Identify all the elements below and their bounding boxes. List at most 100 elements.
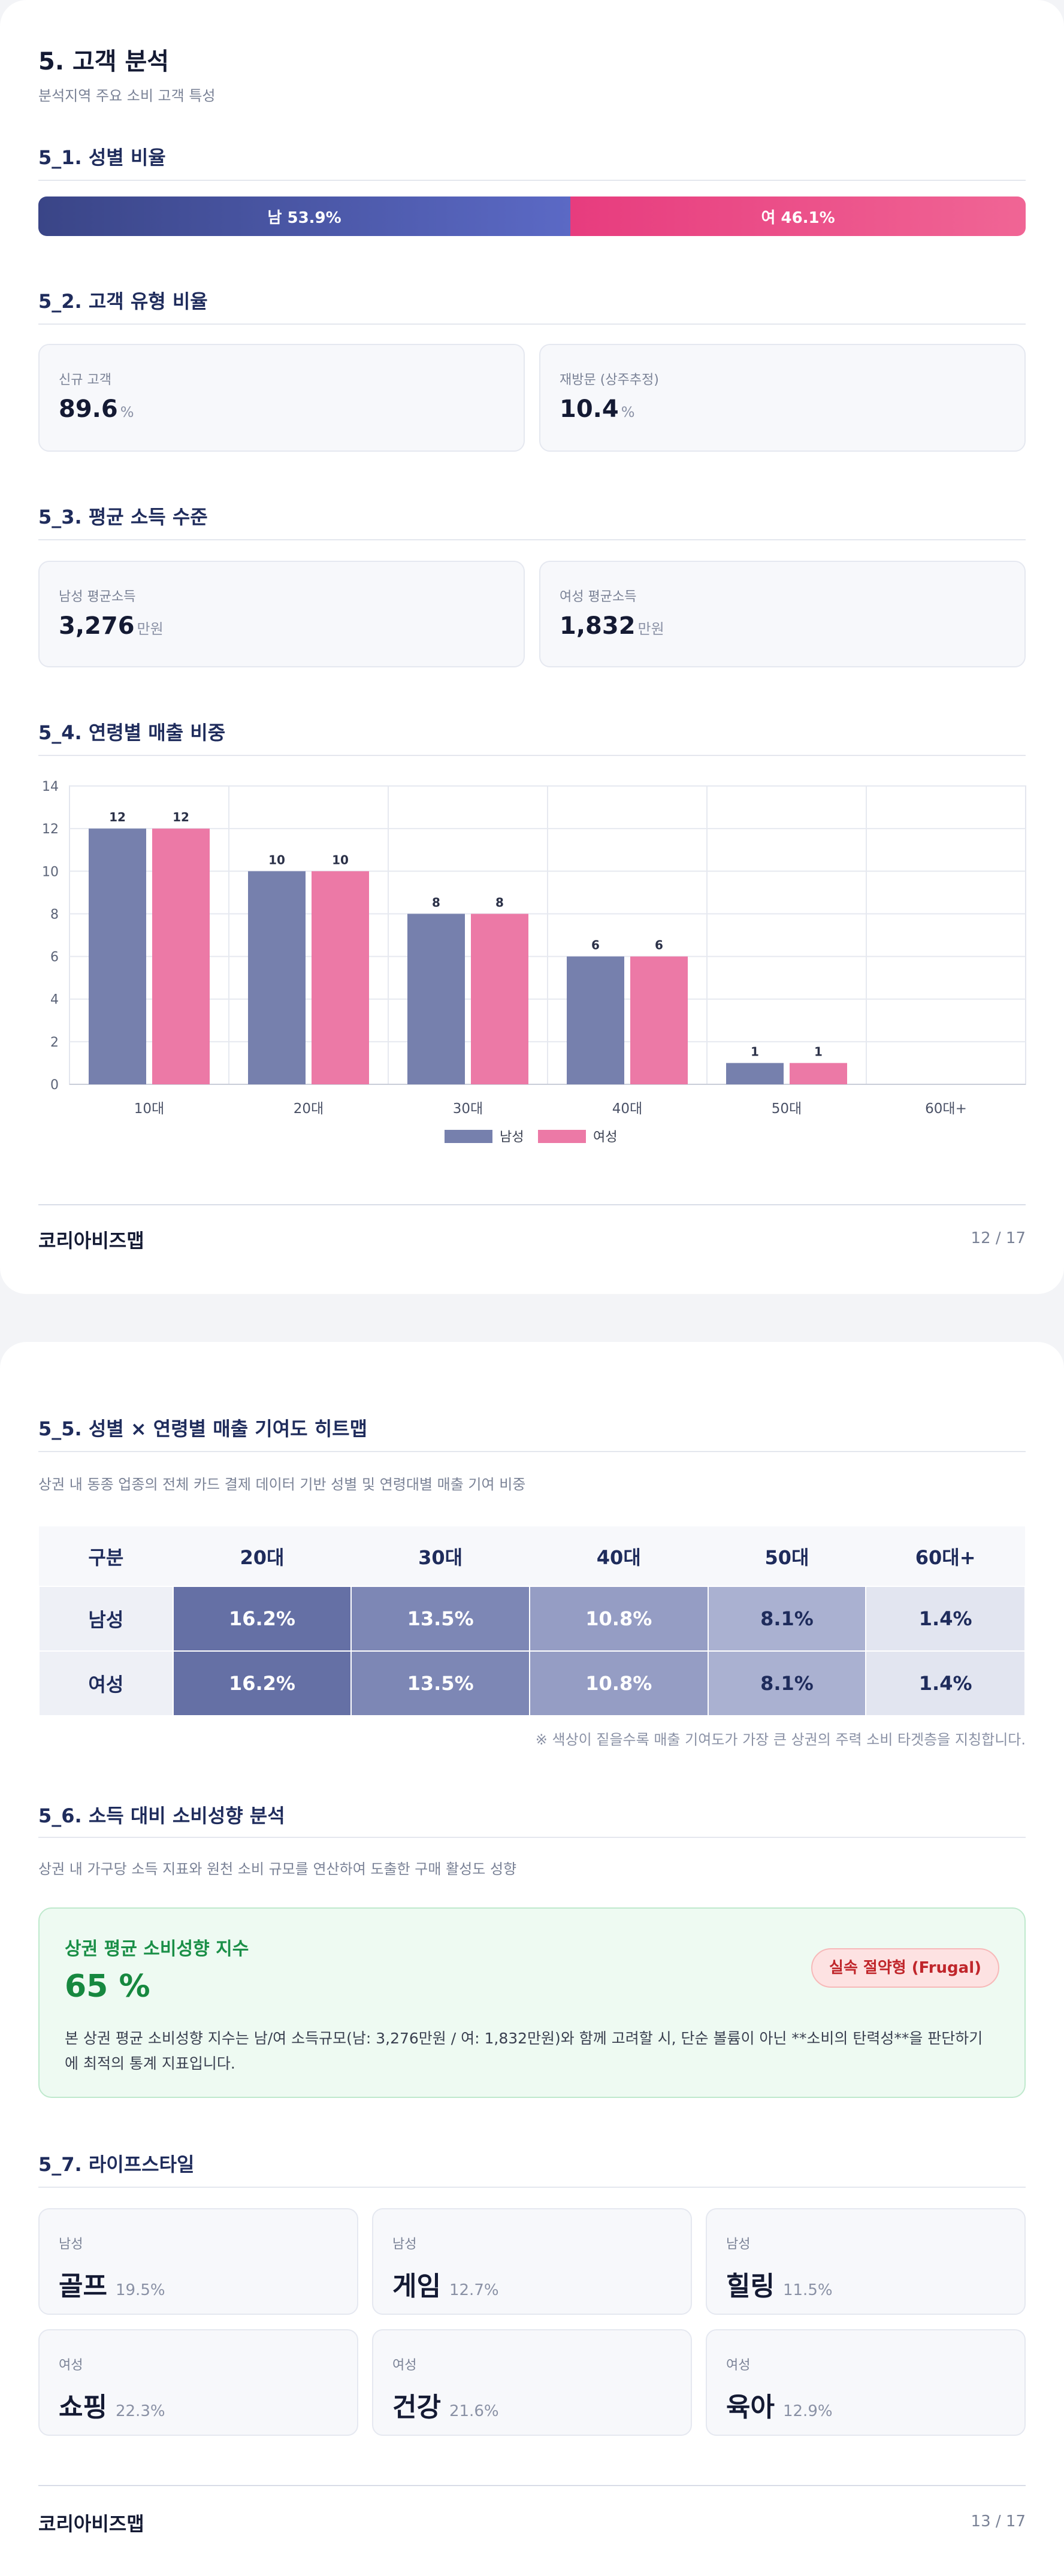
gender-heading: 5_1. 성별 비율 <box>38 146 166 169</box>
lifestyle-gender: 남성 <box>726 2237 751 2252</box>
bar-value-label: 1 <box>814 1044 823 1059</box>
lifestyle-value: 육아 12.9% <box>726 2385 833 2424</box>
gender-female-segment: 여 46.1% <box>570 196 1026 236</box>
lifestyle-value: 건강 21.6% <box>392 2385 499 2424</box>
lifestyle-card: 남성 힐링 11.5% <box>706 2208 1026 2315</box>
lifestyle-gender: 남성 <box>392 2237 417 2252</box>
unit-label: % <box>621 404 635 421</box>
male-income-card: 남성 평균소득 3,276 만원 <box>38 561 525 667</box>
y-tick-label: 14 <box>42 779 59 794</box>
divider <box>38 323 1026 325</box>
heatmap-col-header: 20대 <box>173 1526 352 1586</box>
bar-female <box>790 1063 847 1084</box>
lifestyle-value: 힐링 11.5% <box>726 2264 833 2303</box>
bar-value-label: 10 <box>268 852 285 867</box>
lifestyle-pct: 12.7% <box>449 2281 499 2299</box>
section-title: 5. 고객 분석 <box>38 48 170 75</box>
bar-value-label: 10 <box>332 852 349 867</box>
frugal-badge: 실속 절약형 (Frugal) <box>811 1948 999 1988</box>
bar-male <box>726 1063 784 1084</box>
heatmap-cell: 10.8% <box>528 1650 709 1716</box>
heatmap-cell: 16.2% <box>172 1586 352 1652</box>
gender-female-label: 여 46.1% <box>761 208 835 227</box>
gender-male-label: 남 53.9% <box>267 208 341 227</box>
female-income-value: 1,832 만원 <box>560 612 664 640</box>
spending-description: 본 상권 평균 소비성향 지수는 남/여 소득규모(남: 3,276만원 / 여… <box>65 2030 983 2072</box>
lifestyle-pct: 12.9% <box>782 2402 833 2420</box>
x-tick-label: 30대 <box>453 1101 483 1117</box>
heatmap-row-female: 여성 16.2% 13.5% 10.8% 8.1% 1.4% <box>38 1650 1026 1716</box>
footer-brand: 코리아비즈맵 <box>38 2512 144 2535</box>
bar-female <box>152 829 210 1084</box>
female-income-number: 1,832 <box>560 612 636 640</box>
heatmap-col-header: 40대 <box>529 1526 708 1586</box>
footer-divider <box>38 1204 1026 1205</box>
heatmap-cell: 16.2% <box>172 1650 352 1716</box>
legend-swatch <box>445 1130 492 1143</box>
spending-index-card: 상권 평균 소비성향 지수 65 % 실속 절약형 (Frugal) 본 상권 … <box>38 1907 1026 2098</box>
section-subtitle: 분석지역 주요 소비 고객 특성 <box>38 87 216 104</box>
bar-male <box>89 829 146 1084</box>
y-tick-label: 0 <box>50 1078 59 1093</box>
new-customer-label: 신규 고객 <box>59 373 111 388</box>
bar-value-label: 12 <box>109 810 126 824</box>
x-tick-label: 10대 <box>134 1101 164 1117</box>
lifestyle-name: 건강 <box>392 2392 441 2423</box>
heatmap-subtitle: 상권 내 동종 업종의 전체 카드 결제 데이터 기반 성별 및 연령대별 매출… <box>38 1476 526 1493</box>
lifestyle-card: 여성 육아 12.9% <box>706 2329 1026 2436</box>
legend-label: 여성 <box>593 1130 617 1145</box>
x-tick-label: 40대 <box>612 1101 642 1117</box>
return-customer-number: 10.4 <box>560 395 619 423</box>
heatmap-col-header: 60대+ <box>866 1526 1025 1586</box>
heatmap-row-label: 여성 <box>38 1650 174 1716</box>
legend-label: 남성 <box>500 1130 524 1145</box>
divider <box>38 180 1026 181</box>
female-income-label: 여성 평균소득 <box>560 589 637 604</box>
female-income-card: 여성 평균소득 1,832 만원 <box>539 561 1026 667</box>
bar-female <box>471 914 528 1084</box>
gender-male-segment: 남 53.9% <box>38 196 571 236</box>
return-customer-label: 재방문 (상주추정) <box>560 373 659 388</box>
y-tick-label: 6 <box>50 950 59 965</box>
male-income-label: 남성 평균소득 <box>59 589 136 604</box>
y-tick-label: 8 <box>50 907 59 922</box>
footer-brand: 코리아비즈맵 <box>38 1229 144 1252</box>
bar-female <box>630 956 688 1084</box>
bar-value-label: 8 <box>432 895 440 909</box>
heatmap-note: ※ 색상이 짙을수록 매출 기여도가 가장 큰 상권의 주력 소비 타겟층을 지… <box>535 1731 1026 1748</box>
divider <box>38 1837 1026 1838</box>
heatmap-header-row: 구분 20대 30대 40대 50대 60대+ <box>39 1526 1025 1586</box>
lifestyle-name: 육아 <box>726 2392 775 2423</box>
lifestyle-heading: 5_7. 라이프스타일 <box>38 2153 195 2176</box>
divider <box>38 2187 1026 2188</box>
divider <box>38 539 1026 540</box>
divider <box>38 1451 1026 1452</box>
customer-type-heading: 5_2. 고객 유형 비율 <box>38 290 208 313</box>
bar-male <box>248 871 306 1084</box>
y-tick-label: 10 <box>42 864 59 879</box>
lifestyle-gender: 남성 <box>59 2237 83 2252</box>
lifestyle-name: 게임 <box>392 2271 441 2302</box>
bar-value-label: 6 <box>591 938 600 953</box>
lifestyle-card: 여성 건강 21.6% <box>372 2329 692 2436</box>
lifestyle-gender: 여성 <box>392 2358 417 2373</box>
bar-value-label: 1 <box>751 1044 759 1059</box>
bar-male <box>567 956 624 1084</box>
heatmap-heading: 5_5. 성별 × 연령별 매출 기여도 히트맵 <box>38 1417 368 1440</box>
x-tick-label: 60대+ <box>925 1101 967 1117</box>
heatmap-col-header: 50대 <box>708 1526 866 1586</box>
heatmap-row-male: 남성 16.2% 13.5% 10.8% 8.1% 1.4% <box>38 1586 1026 1652</box>
spending-subtitle: 상권 내 가구당 소득 지표와 원천 소비 규모를 연산하여 도출한 구매 활성… <box>38 1861 517 1877</box>
return-customer-card: 재방문 (상주추정) 10.4% <box>539 344 1026 452</box>
lifestyle-gender: 여성 <box>59 2358 83 2373</box>
x-tick-label: 50대 <box>772 1101 802 1117</box>
new-customer-value: 89.6% <box>59 395 134 423</box>
lifestyle-gender: 여성 <box>726 2358 751 2373</box>
spending-heading: 5_6. 소득 대비 소비성향 분석 <box>38 1804 285 1827</box>
lifestyle-name: 힐링 <box>726 2271 775 2302</box>
gender-ratio-bar: 남 53.9% 여 46.1% <box>38 196 1026 236</box>
return-customer-value: 10.4% <box>560 395 635 423</box>
legend-swatch <box>538 1130 586 1143</box>
bar-value-label: 12 <box>173 810 189 824</box>
bar-female <box>312 871 369 1084</box>
